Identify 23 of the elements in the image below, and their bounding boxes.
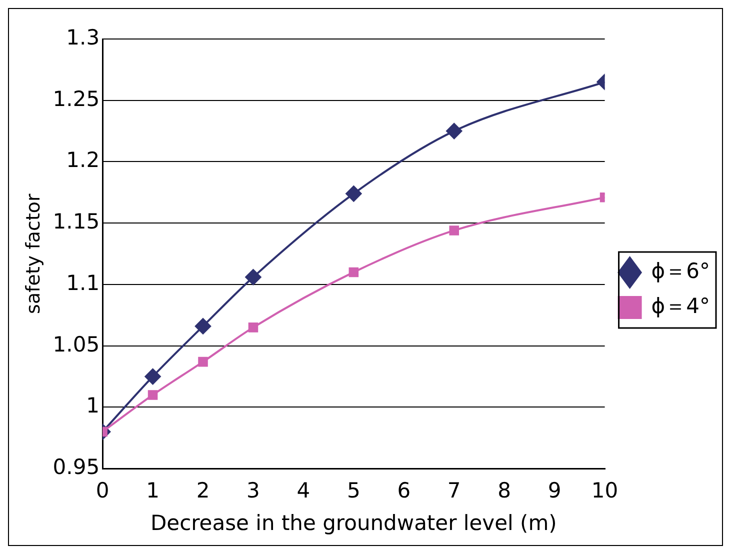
y-axis-title: safety factor <box>22 193 44 314</box>
y-tick-label: 1.25 <box>52 86 100 111</box>
x-tick-label: 5 <box>346 478 360 503</box>
y-tick-label: 1.15 <box>52 210 100 234</box>
x-tick-label: 8 <box>498 478 512 503</box>
y-tick-label: 0.95 <box>52 455 100 480</box>
x-tick-label: 9 <box>548 478 562 503</box>
y-tick-label: 1.3 <box>66 25 100 50</box>
x-tick-label: 10 <box>591 478 618 503</box>
x-tick-label: 1 <box>146 478 160 503</box>
legend-label: ϕ＝4° <box>651 294 710 318</box>
y-tick-label: 1.1 <box>66 270 100 295</box>
x-tick-label: 6 <box>397 478 411 503</box>
x-tick-label: 2 <box>196 478 210 503</box>
x-tick-label: 4 <box>296 478 310 503</box>
x-axis-title: Decrease in the groundwater level (m) <box>150 510 557 535</box>
x-tick-label: 0 <box>96 478 110 503</box>
y-tick-label: 1.05 <box>52 332 100 356</box>
x-tick-label: 7 <box>447 478 461 503</box>
x-tick-label: 3 <box>246 478 260 503</box>
legend-label: ϕ＝6° <box>651 258 710 283</box>
y-tick-label: 1.2 <box>66 148 100 172</box>
y-tick-label: 1 <box>86 394 100 418</box>
